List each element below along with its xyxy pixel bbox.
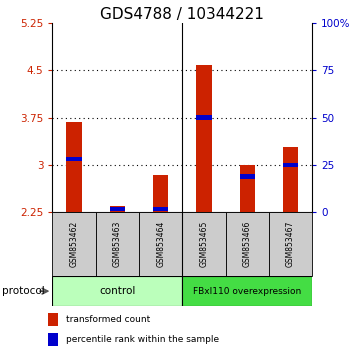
- Text: GSM853464: GSM853464: [156, 221, 165, 268]
- Text: GSM853467: GSM853467: [286, 221, 295, 268]
- Bar: [182, 212, 226, 276]
- Text: GSM853465: GSM853465: [200, 221, 208, 268]
- Text: GSM853466: GSM853466: [243, 221, 252, 268]
- Bar: [110, 207, 125, 211]
- Bar: [139, 212, 182, 276]
- Bar: [52, 276, 182, 306]
- Bar: [110, 206, 125, 212]
- Text: transformed count: transformed count: [66, 315, 150, 324]
- Bar: [269, 212, 312, 276]
- Bar: [48, 313, 58, 326]
- Bar: [153, 207, 168, 211]
- Bar: [52, 212, 96, 276]
- Bar: [66, 156, 82, 161]
- Text: control: control: [99, 286, 135, 296]
- Bar: [196, 65, 212, 212]
- Text: GSM853463: GSM853463: [113, 221, 122, 268]
- Bar: [153, 175, 168, 212]
- Text: percentile rank within the sample: percentile rank within the sample: [66, 335, 219, 344]
- Text: protocol: protocol: [3, 286, 45, 296]
- Bar: [48, 333, 58, 346]
- Text: GSM853462: GSM853462: [70, 221, 78, 267]
- Bar: [283, 163, 298, 167]
- Bar: [96, 212, 139, 276]
- Bar: [226, 212, 269, 276]
- Bar: [240, 174, 255, 179]
- Bar: [182, 276, 312, 306]
- Bar: [240, 165, 255, 212]
- Bar: [196, 115, 212, 120]
- Text: FBxl110 overexpression: FBxl110 overexpression: [193, 287, 301, 296]
- Bar: [283, 147, 298, 212]
- Title: GDS4788 / 10344221: GDS4788 / 10344221: [100, 7, 264, 22]
- Bar: [66, 122, 82, 212]
